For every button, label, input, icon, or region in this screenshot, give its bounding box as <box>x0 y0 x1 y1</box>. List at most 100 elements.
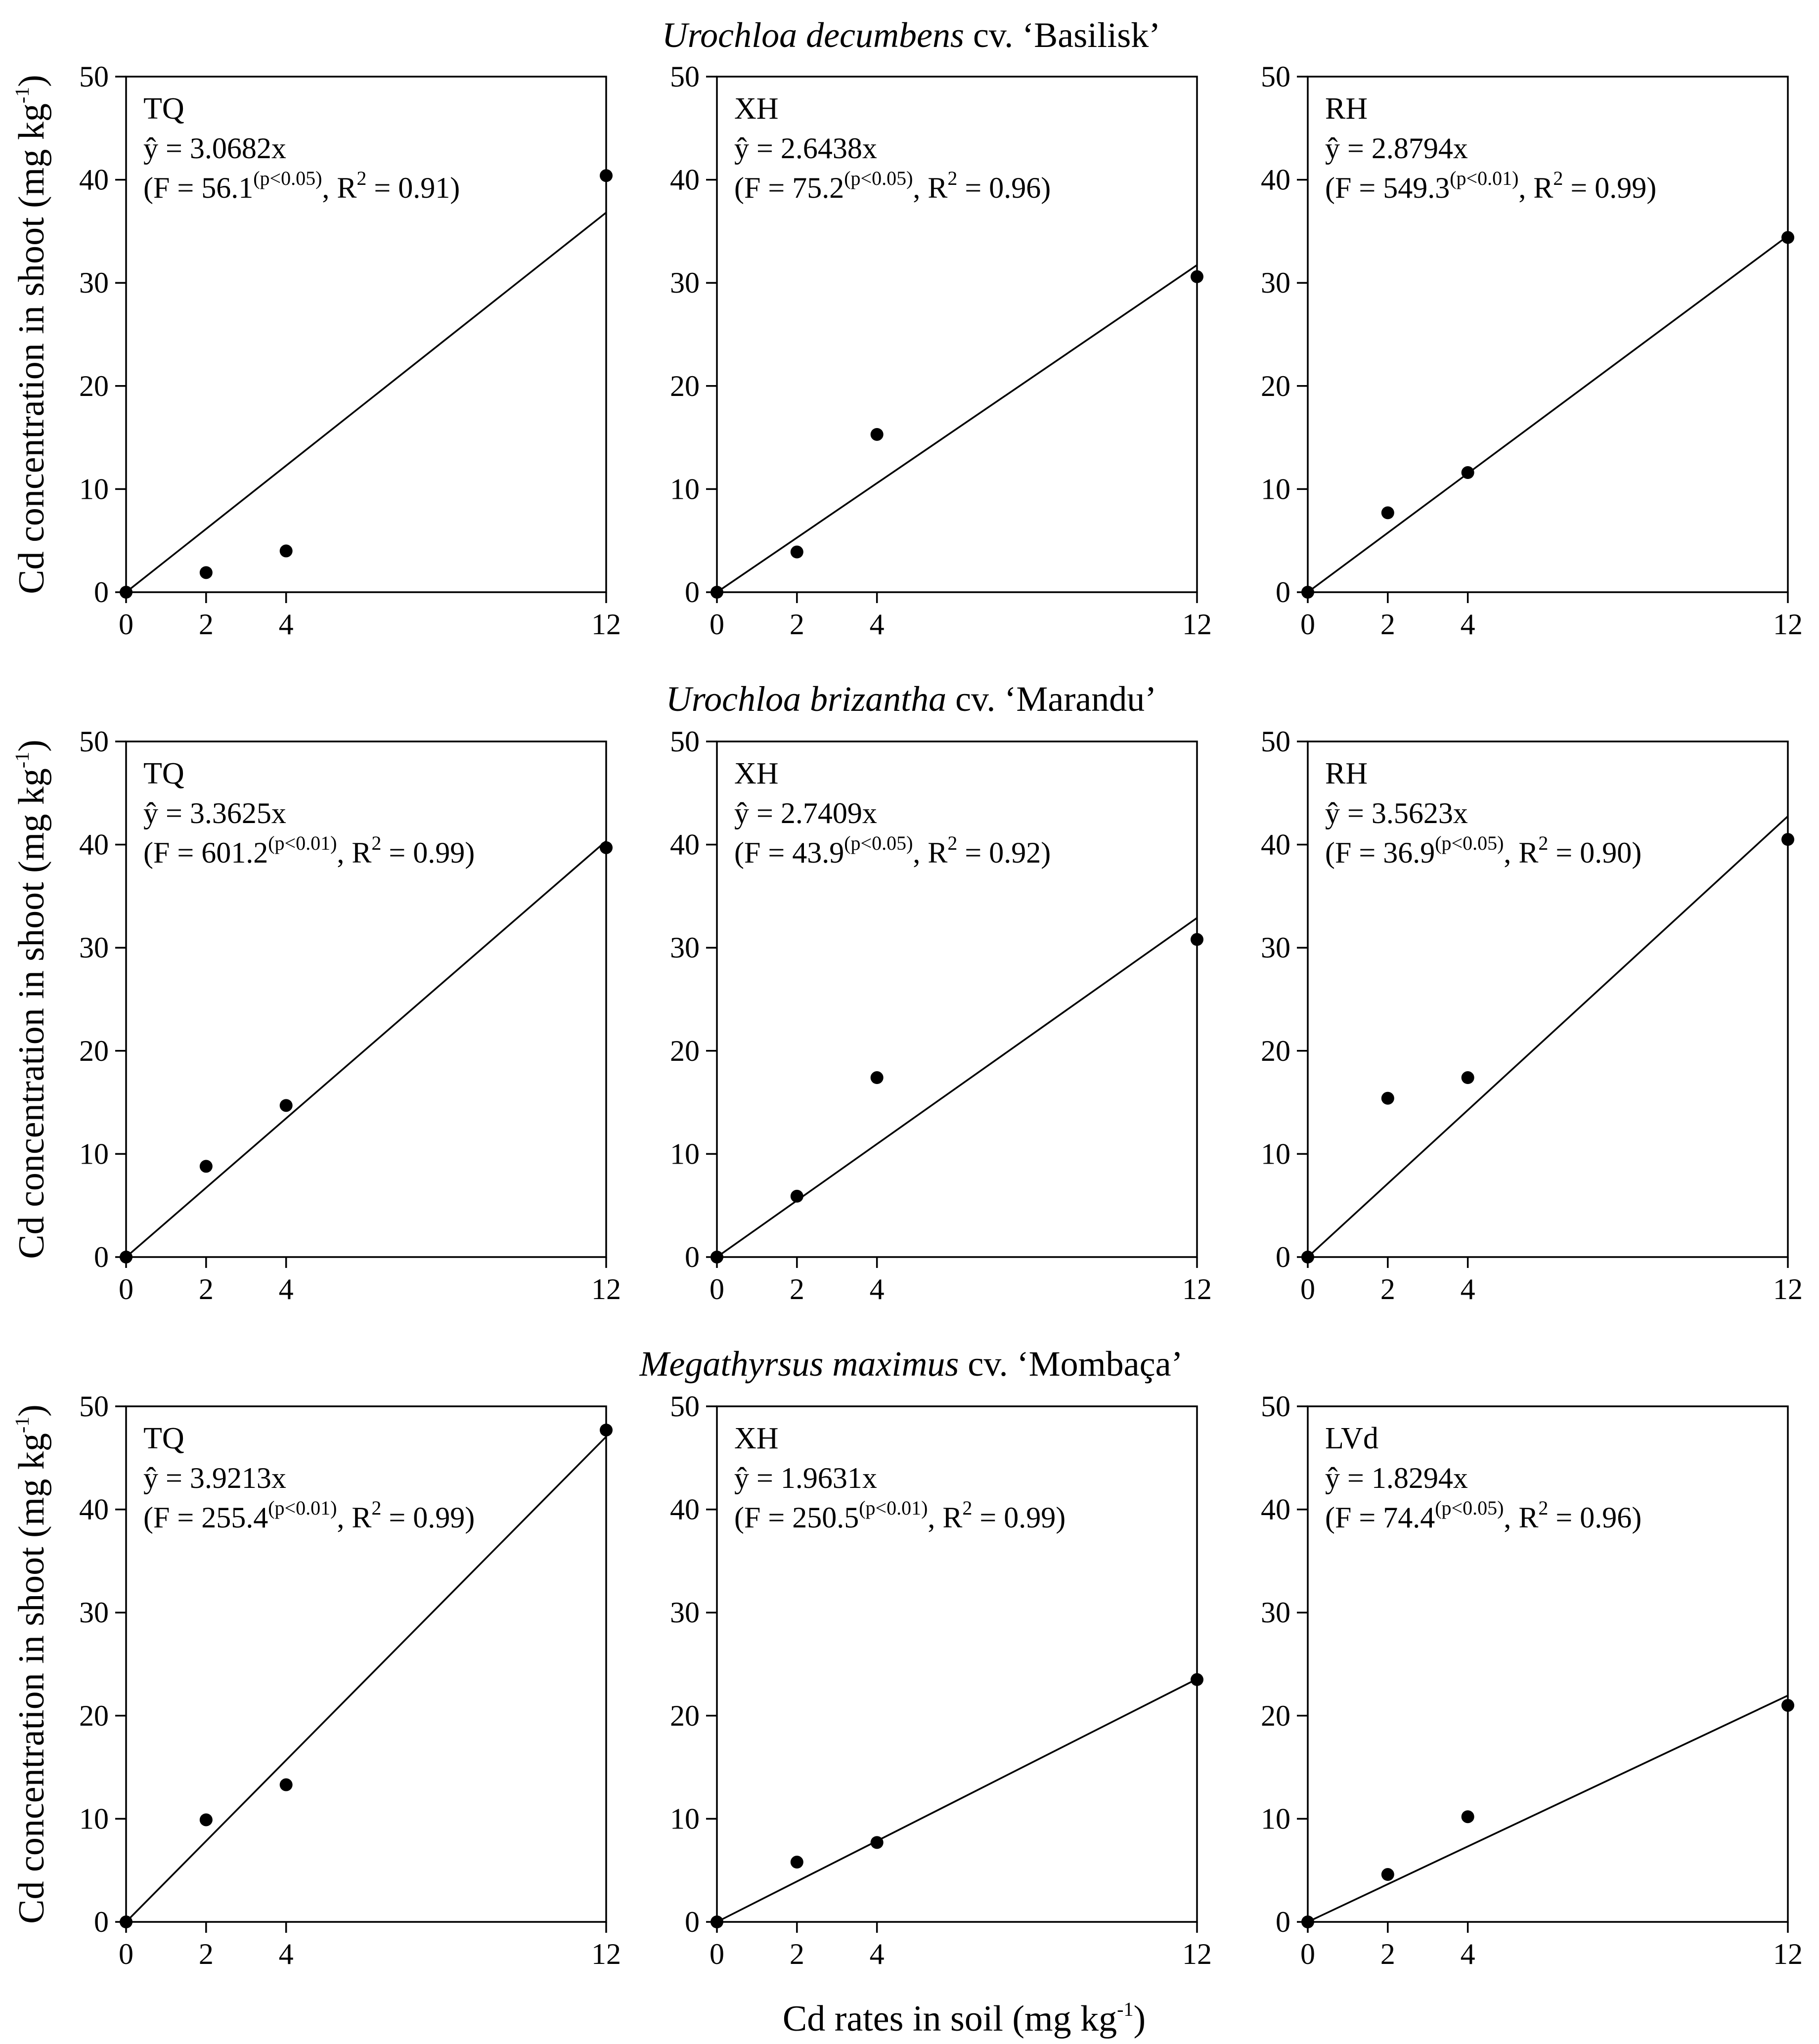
r2-prefix: , R <box>1504 836 1538 869</box>
x-tick-label: 0 <box>710 1273 724 1305</box>
f-value: 255.4 <box>201 1501 268 1534</box>
f-value: 250.5 <box>792 1501 859 1534</box>
y-tick-label: 50 <box>79 60 109 93</box>
x-tick-label: 12 <box>1182 1938 1212 1970</box>
f-value: 56.1 <box>201 172 253 204</box>
y-tick-label: 50 <box>1261 725 1290 758</box>
r2-superscript: 2 <box>947 832 957 854</box>
f-prefix: (F = <box>143 1501 201 1534</box>
y-tick-label: 10 <box>79 1802 109 1835</box>
f-value: 75.2 <box>792 172 844 204</box>
close-paren: ) <box>1056 1501 1065 1534</box>
data-point <box>120 1251 133 1263</box>
regression-line <box>716 1678 1198 1923</box>
equation-prefix: ŷ = <box>143 132 190 165</box>
equation: ŷ = 3.3625x <box>143 797 286 829</box>
data-point <box>279 544 293 558</box>
p-value: (p<0.05) <box>1435 1497 1504 1519</box>
y-axis-label-sup: -1 <box>11 87 33 103</box>
data-point <box>1781 833 1794 846</box>
r2-superscript: 2 <box>947 167 957 189</box>
y-axis-label: Cd concentration in shoot (mg kg-1) <box>11 739 52 1259</box>
x-axis-label: Cd rates in soil (mg kg-1) <box>783 1998 1146 2039</box>
equation-prefix: ŷ = <box>734 132 781 165</box>
data-point <box>790 1856 803 1869</box>
y-tick-label: 10 <box>1261 473 1290 505</box>
data-point <box>279 1778 293 1791</box>
x-tick-label: 4 <box>1461 608 1475 641</box>
regression-line <box>716 917 1198 1258</box>
data-point <box>1301 1915 1314 1928</box>
row-title: Megathyrsus maximus cv. ‘Mombaça’ <box>639 1344 1183 1384</box>
y-tick-label: 20 <box>670 370 700 402</box>
y-tick-label: 40 <box>79 164 109 196</box>
species-name: Urochloa brizantha <box>666 679 946 719</box>
panel-label: RH <box>1325 757 1368 790</box>
x-tick-label: 2 <box>199 1938 214 1970</box>
x-tick-label: 0 <box>1300 1273 1315 1305</box>
equation-prefix: ŷ = <box>1325 132 1372 165</box>
r2-superscript: 2 <box>1553 167 1563 189</box>
plot-frame <box>1307 740 1789 1258</box>
f-value: 549.3 <box>1383 172 1450 204</box>
r2-value: 0.96 <box>1580 1501 1632 1534</box>
r2-superscript: 2 <box>356 167 366 189</box>
x-tick-label: 0 <box>1300 1938 1315 1970</box>
plot-frame <box>1307 1405 1789 1923</box>
x-tick-label: 12 <box>591 608 621 641</box>
plot-frame <box>125 76 607 593</box>
equation-slope: 3.3625x <box>190 797 286 829</box>
y-tick-label: 40 <box>1261 164 1290 196</box>
y-tick-label: 30 <box>1261 266 1290 299</box>
p-value: (p<0.05) <box>844 832 913 854</box>
regression-line <box>716 264 1198 593</box>
y-tick-label: 0 <box>94 1241 109 1273</box>
data-point <box>600 169 613 182</box>
y-axis-label-text: Cd concentration in shoot (mg kg <box>11 103 52 594</box>
x-tick-label: 0 <box>710 608 724 641</box>
x-axis-label-sup: -1 <box>1117 1998 1133 2020</box>
data-point <box>790 545 803 559</box>
data-point <box>1781 1698 1794 1712</box>
y-axis-label-sup: -1 <box>11 752 33 768</box>
x-axis-label-end: ) <box>1133 1999 1146 2039</box>
panel-label: TQ <box>143 757 184 790</box>
equation: ŷ = 3.9213x <box>143 1462 286 1494</box>
panel-label: RH <box>1325 92 1368 126</box>
r2-equals: = <box>381 836 413 869</box>
r2-value: 0.91 <box>398 172 450 204</box>
axis-labels: Cd concentration in shoot (mg kg-1)Cd co… <box>11 75 1146 2039</box>
cultivar-name: cv. ‘Basilisk’ <box>964 15 1160 55</box>
p-value: (p<0.01) <box>1450 167 1518 189</box>
r2-equals: = <box>957 836 989 869</box>
x-tick-label: 2 <box>1380 1273 1395 1305</box>
data-point <box>1301 1251 1314 1263</box>
r2-superscript: 2 <box>371 832 381 854</box>
y-tick-label: 40 <box>670 1493 700 1526</box>
data-point <box>120 1915 133 1928</box>
equation-prefix: ŷ = <box>143 797 190 829</box>
y-tick-label: 50 <box>79 725 109 758</box>
y-tick-label: 30 <box>670 1596 700 1629</box>
y-tick-label: 40 <box>670 164 700 196</box>
statistics: (F = 601.2(p<0.01), R2 = 0.99) <box>143 832 475 869</box>
statistics: (F = 549.3(p<0.01), R2 = 0.99) <box>1325 167 1656 204</box>
close-paren: ) <box>1646 172 1656 204</box>
data-point <box>790 1189 803 1203</box>
x-tick-label: 4 <box>279 608 294 641</box>
x-tick-label: 4 <box>279 1273 294 1305</box>
close-paren: ) <box>465 1501 475 1534</box>
x-tick-label: 0 <box>119 608 133 641</box>
r2-equals: = <box>972 1501 1004 1534</box>
data-point <box>870 1836 884 1849</box>
equation: ŷ = 2.6438x <box>734 132 877 165</box>
y-tick-label: 30 <box>1261 931 1290 964</box>
data-point <box>1461 466 1474 479</box>
r2-prefix: , R <box>913 172 947 204</box>
y-tick-label: 10 <box>670 1137 700 1170</box>
y-axis-label: Cd concentration in shoot (mg kg-1) <box>11 1404 52 1924</box>
y-tick-label: 50 <box>670 725 700 758</box>
close-paren: ) <box>450 172 460 204</box>
